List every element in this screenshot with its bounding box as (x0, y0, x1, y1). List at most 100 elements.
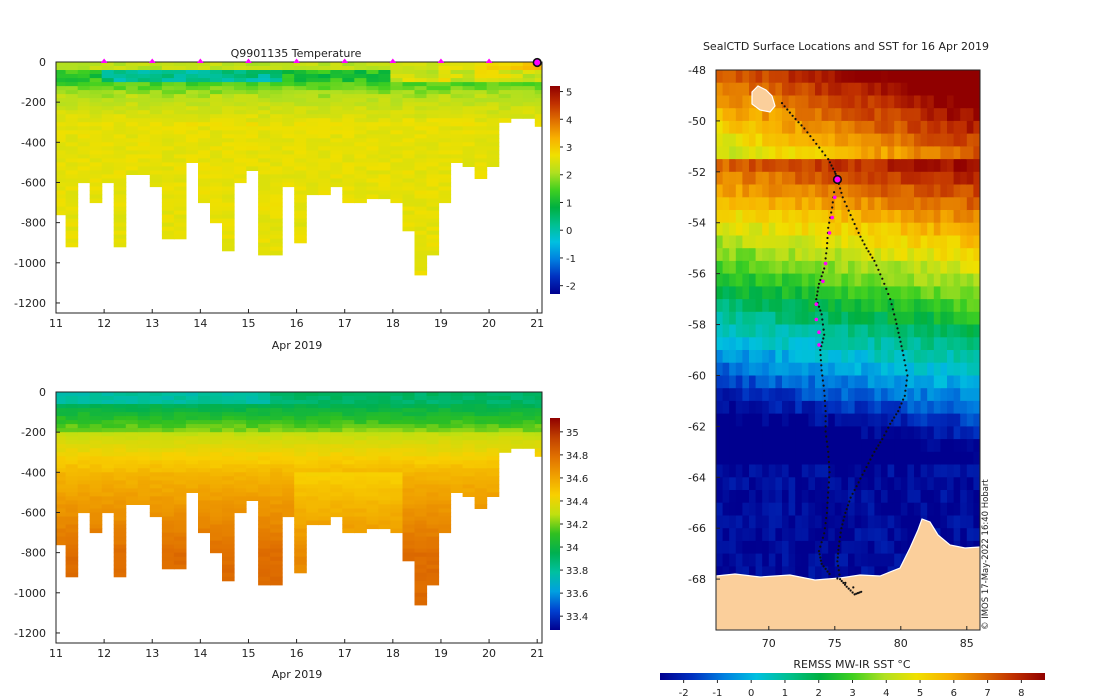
sst-cell (821, 540, 829, 555)
sst-cell (716, 553, 724, 567)
salinity-cell (450, 444, 464, 449)
temperature-cell (173, 154, 187, 159)
salinity-cell (65, 428, 79, 433)
sst-cell (867, 171, 876, 186)
salinity-cell (258, 452, 271, 457)
sst-cell (841, 95, 849, 109)
sst-cell (894, 120, 902, 135)
sst-cell (729, 260, 737, 275)
temperature-cell (474, 106, 488, 111)
temperature-cell (402, 178, 416, 184)
salinity-cell (65, 452, 79, 457)
temperature-cell (414, 238, 428, 244)
salinity-cell (161, 412, 175, 417)
temperature-cell (294, 218, 307, 224)
temperature-cell (222, 78, 235, 83)
sst-cell (947, 133, 955, 147)
sst-cell (735, 413, 744, 427)
sst-cell (907, 515, 915, 529)
sst-cell (927, 502, 935, 517)
temperature-cell (354, 154, 367, 159)
temperature-cell (414, 130, 428, 135)
salinity-cell (534, 444, 542, 449)
temperature-cell (234, 130, 247, 135)
sst-cell (894, 324, 902, 338)
temperature-cell (318, 146, 331, 151)
salinity-cell (246, 396, 259, 401)
salinity-cell (510, 440, 524, 445)
salinity-cell (270, 504, 283, 509)
sst-cell (722, 299, 730, 313)
sst-cell (867, 146, 876, 160)
temperature-cell (390, 194, 403, 200)
sst-cell (788, 566, 796, 580)
temperature-cell (258, 138, 271, 143)
temperature-cell (258, 102, 271, 107)
track-point (828, 221, 831, 224)
salinity-cell (366, 500, 379, 505)
salinity-cell (258, 540, 271, 546)
sst-cell (768, 477, 777, 491)
sst-cell (861, 324, 869, 338)
sst-cell (927, 222, 935, 237)
sst-cell (735, 400, 744, 415)
temperature-profile-marker (244, 58, 252, 63)
sst-cell (854, 159, 862, 173)
sst-cell (933, 210, 942, 224)
salinity-cell (390, 420, 403, 425)
temperature-cell (246, 62, 259, 67)
temperature-cell (222, 118, 235, 123)
temperature-cell (89, 190, 103, 196)
salinity-cell (330, 480, 343, 485)
salinity-cell (77, 468, 91, 473)
sst-cell (960, 197, 968, 211)
temperature-cell (65, 138, 79, 143)
sst-cell (834, 566, 843, 580)
salinity-cell (414, 532, 428, 538)
temperature-cell (56, 98, 67, 103)
temperature-cell (366, 118, 379, 123)
temperature-cell (342, 134, 355, 139)
salinity-cell (222, 400, 235, 405)
temperature-cell (270, 210, 283, 216)
salinity-cell (210, 420, 223, 425)
sst-cell (914, 286, 922, 300)
salinity-cell (210, 480, 223, 485)
temperature-cell (65, 226, 79, 232)
temperature-cell (258, 226, 271, 232)
temperature-cell (534, 78, 542, 83)
salinity-cell (258, 528, 271, 534)
sst-cell (828, 311, 836, 326)
temperature-cell (426, 178, 440, 184)
sst-cell (801, 477, 810, 491)
sst-cell (848, 222, 856, 237)
track-point (881, 277, 884, 280)
temperature-cell (222, 94, 235, 99)
temperature-cell (522, 74, 536, 79)
salinity-cell (426, 528, 440, 534)
track-point (863, 243, 866, 246)
temperature-cell (113, 146, 127, 151)
salinity-cell (318, 396, 331, 401)
sst-cell (854, 375, 862, 389)
temperature-profile-marker (485, 58, 493, 63)
temperature-cell (342, 66, 355, 71)
sst-cell (828, 413, 836, 427)
temperature-colorbar-tick-label: 4 (566, 115, 572, 126)
salinity-cell (534, 416, 542, 421)
temperature-cell (354, 66, 367, 71)
sst-cell (867, 528, 876, 542)
salinity-cell (402, 516, 416, 522)
temperature-cell (149, 94, 163, 99)
salinity-cell (438, 516, 452, 522)
sst-cell (755, 400, 763, 415)
temperature-cell (173, 94, 187, 99)
salinity-cell (113, 536, 127, 542)
salinity-cell (234, 448, 247, 453)
track-point (823, 394, 826, 397)
temperature-cell (258, 78, 271, 83)
sst-cell (782, 184, 790, 198)
temperature-cell (210, 198, 223, 204)
salinity-cell (198, 424, 211, 429)
salinity-cell (330, 496, 343, 501)
